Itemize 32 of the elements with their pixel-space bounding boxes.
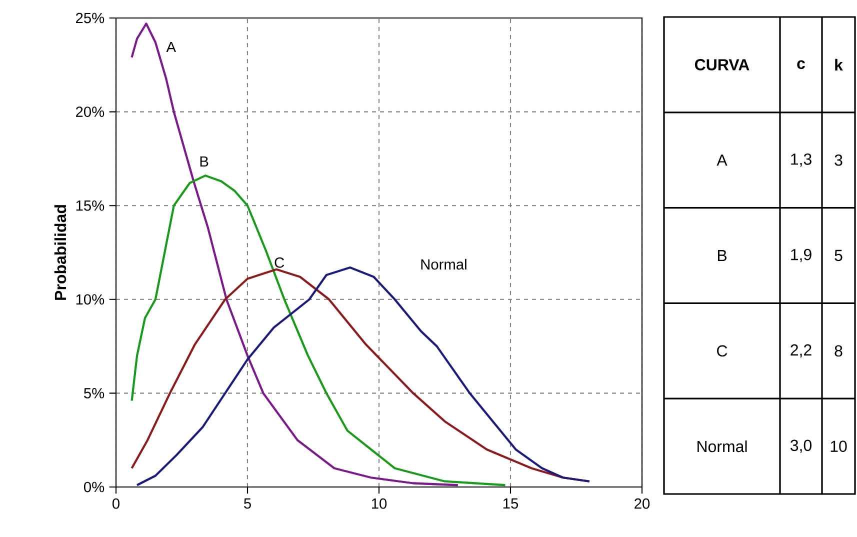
text: A <box>716 154 728 166</box>
y-axis-title: Probabilidad <box>54 205 66 300</box>
y-tick-label: 0% <box>84 482 104 492</box>
text: 5 <box>834 250 842 262</box>
y-tick-label: 20% <box>76 106 104 117</box>
text: CURVA <box>694 59 750 70</box>
y-tick-label: 10% <box>76 294 104 305</box>
text: 3 <box>834 154 842 166</box>
y-tick-label: 25% <box>76 12 104 24</box>
x-tick-label: 20 <box>634 498 650 509</box>
text: B <box>718 250 726 262</box>
text: 2,2 <box>790 344 812 358</box>
text: c <box>797 60 805 70</box>
text: C <box>717 345 728 357</box>
x-tick-label: 15 <box>503 498 518 509</box>
y-tick-label: 5% <box>84 388 104 398</box>
series-label: A <box>166 42 176 52</box>
text: 3,0 <box>790 440 812 453</box>
text: 10 <box>830 440 847 452</box>
series-label: B <box>200 156 208 167</box>
series-label: C <box>274 257 284 268</box>
x-tick-label: 0 <box>112 498 120 509</box>
text: 8 <box>834 345 842 357</box>
text: 1,9 <box>791 248 812 262</box>
text: Normal <box>698 440 747 452</box>
text: 1,3 <box>791 154 812 167</box>
text: Normal <box>421 258 466 270</box>
text: k <box>835 58 843 70</box>
x-tick-label: 5 <box>244 498 251 509</box>
x-tick-label: 10 <box>372 498 387 509</box>
line-series <box>130 174 506 486</box>
y-tick-label: 15% <box>76 200 104 211</box>
